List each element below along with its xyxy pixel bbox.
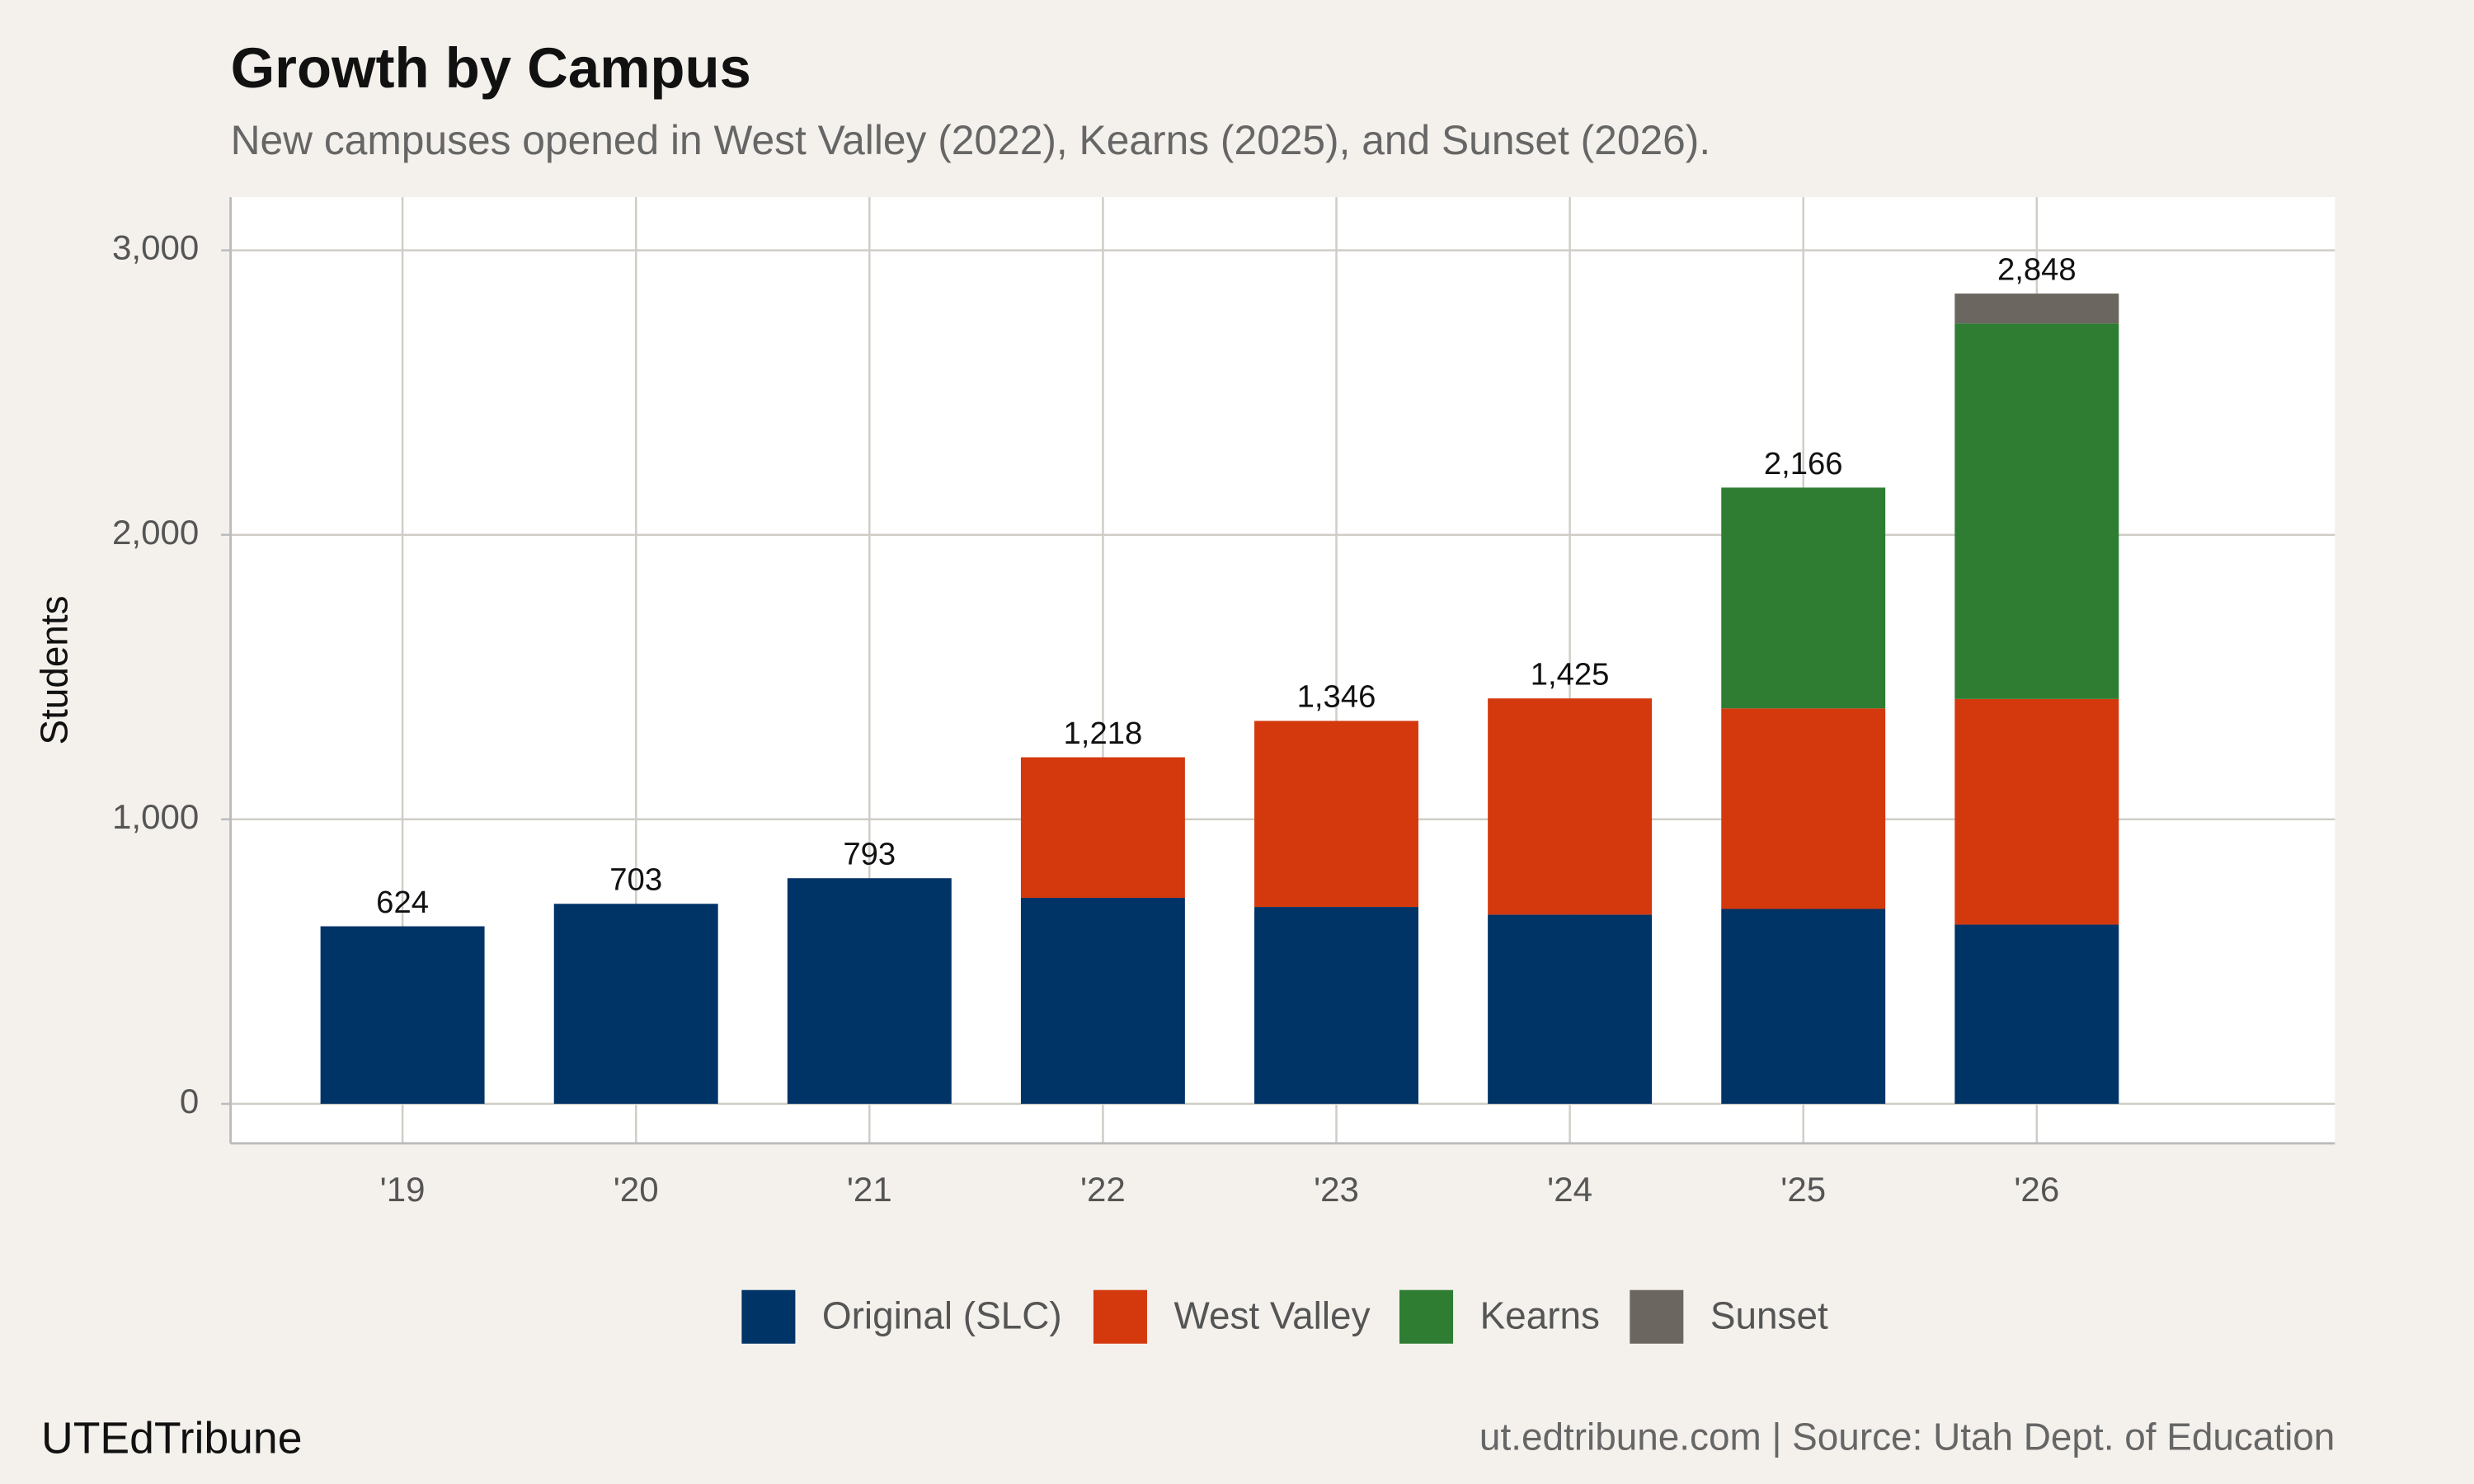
x-tick-label: '26 <box>2014 1170 2059 1209</box>
legend-swatch <box>1093 1289 1147 1344</box>
source: ut.edtribune.com | Source: Utah Dept. of… <box>1479 1416 2335 1458</box>
bar-segment <box>1254 721 1418 908</box>
total-label: 624 <box>376 885 429 920</box>
bar-segment <box>1721 487 1886 709</box>
bar-segment <box>1954 294 2119 324</box>
bar-segment <box>1020 898 1185 1104</box>
chart-title: Growth by Campus <box>231 36 751 100</box>
legend-swatch <box>1399 1289 1454 1344</box>
x-tick-label: '22 <box>1080 1170 1126 1209</box>
bar-segment <box>553 904 718 1104</box>
bar-segment <box>1954 698 2119 925</box>
x-tick-label: '21 <box>847 1170 892 1209</box>
y-tick-label: 0 <box>180 1082 199 1120</box>
x-tick-label: '19 <box>380 1170 426 1209</box>
y-tick-label: 3,000 <box>112 228 199 267</box>
x-tick-label: '23 <box>1314 1170 1359 1209</box>
bar-segment <box>1020 757 1185 899</box>
y-tick-label: 2,000 <box>112 513 199 552</box>
total-label: 2,166 <box>1764 446 1843 481</box>
total-label: 2,848 <box>1997 251 2077 287</box>
chart-subtitle: New campuses opened in West Valley (2022… <box>231 117 1711 163</box>
bar-segment <box>320 926 485 1104</box>
legend-swatch <box>741 1289 796 1344</box>
legend-label: Kearns <box>1480 1294 1600 1336</box>
bar-segment <box>1721 909 1886 1104</box>
legend-label: Original (SLC) <box>822 1294 1062 1336</box>
total-label: 793 <box>843 837 896 872</box>
legend-label: West Valley <box>1174 1294 1370 1336</box>
x-tick-label: '20 <box>614 1170 659 1209</box>
bar-segment <box>1721 708 1886 909</box>
total-label: 1,218 <box>1064 716 1143 751</box>
bar-segment <box>1954 924 2119 1104</box>
total-label: 1,346 <box>1297 679 1376 715</box>
legend-label: Sunset <box>1710 1294 1828 1336</box>
x-tick-label: '24 <box>1547 1170 1592 1209</box>
bar-segment <box>1254 907 1418 1104</box>
bar-segment <box>1954 323 2119 699</box>
y-tick-label: 1,000 <box>112 797 199 836</box>
total-label: 703 <box>609 862 662 898</box>
bar-segment <box>1488 698 1653 915</box>
total-label: 1,425 <box>1531 656 1610 692</box>
bar-segment <box>1488 914 1653 1104</box>
y-axis-label: Students <box>32 595 75 744</box>
x-tick-label: '25 <box>1780 1170 1826 1209</box>
brand: UTEdTribune <box>41 1414 302 1463</box>
legend-swatch <box>1630 1289 1684 1344</box>
bar-segment <box>787 878 952 1104</box>
